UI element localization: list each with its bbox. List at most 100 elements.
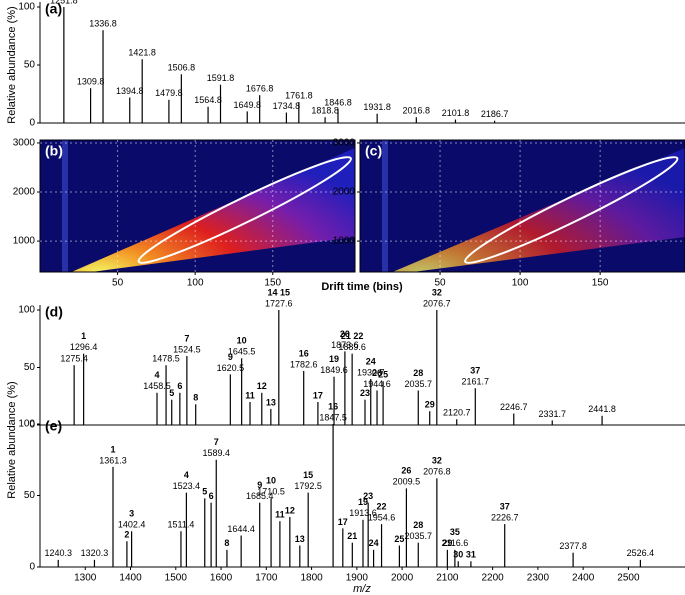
peak-mz-label: 1649.8 <box>233 100 261 110</box>
peak-number: 15 <box>303 470 313 480</box>
peak-number: 8 <box>193 393 198 403</box>
x-tick-label: 1900 <box>346 573 369 584</box>
x-tick-label: 2100 <box>436 573 459 584</box>
peak-mz-label: 1589.4 <box>202 448 230 458</box>
peak-mz-label: 2226.7 <box>491 512 519 522</box>
x-axis-label: Drift time (bins) <box>321 281 403 293</box>
peak-mz-label: 2120.7 <box>443 408 471 418</box>
peak-number: 14 15 <box>268 287 291 297</box>
peak-number: 37 <box>500 501 510 511</box>
peak-mz-label: 1873.6 <box>331 340 359 350</box>
peak-mz-label: 2009.5 <box>393 477 421 487</box>
peak-mz-label: 1644.4 <box>227 524 255 534</box>
peak-mz-label: 2246.7 <box>500 402 528 412</box>
panel-label: (e) <box>45 418 62 434</box>
peak-mz-label: 1818.8 <box>311 106 339 116</box>
x-tick-label: 2300 <box>527 573 550 584</box>
peak-number: 10 <box>237 336 247 346</box>
peak-number: 4 <box>154 370 159 380</box>
peak-number: 2 <box>124 530 129 540</box>
x-tick-label: 100 <box>512 278 529 289</box>
peak-number: 37 <box>470 366 480 376</box>
peak-number: 24 <box>366 356 376 366</box>
selection-ellipse <box>137 156 352 264</box>
peak-number: 13 <box>266 397 276 407</box>
x-tick-label: 1800 <box>300 573 323 584</box>
y-tick-label: 3000 <box>333 138 356 149</box>
peak-mz-label: 1564.8 <box>194 95 222 105</box>
x-tick-label: 2400 <box>572 573 595 584</box>
y-tick-label: 50 <box>24 490 36 501</box>
peak-mz-label: 1954.6 <box>368 512 396 522</box>
peak-number: 32 <box>432 287 442 297</box>
peak-mz-label: 1336.8 <box>89 19 117 29</box>
y-tick-label: 100 <box>18 2 35 13</box>
y-tick-label: 50 <box>24 362 36 373</box>
y-tick-label: 0 <box>29 420 35 431</box>
peak-number: 26 <box>401 466 411 476</box>
peak-number: 17 <box>338 517 348 527</box>
peak-mz-label: 1240.3 <box>44 548 72 558</box>
peak-number: 13 <box>295 534 305 544</box>
x-tick-label: 1400 <box>119 573 142 584</box>
peak-number: 16 <box>299 348 309 358</box>
peak-number: 9 <box>257 480 262 490</box>
peak-number: 23 <box>363 491 373 501</box>
peak-mz-label: 2101.8 <box>442 108 470 118</box>
peak-mz-label: 1710.5 <box>257 487 285 497</box>
peak-mz-label: 2076.7 <box>423 298 451 308</box>
peak-mz-label: 1727.6 <box>265 298 293 308</box>
peak-mz-label: 1320.3 <box>81 548 109 558</box>
peak-number: 29 <box>425 400 435 410</box>
panel-label: (b) <box>45 143 63 159</box>
y-tick-label: 100 <box>18 419 35 430</box>
x-tick-label: 1300 <box>74 573 97 584</box>
peak-mz-label: 1251.8 <box>50 0 78 5</box>
y-tick-label: 2000 <box>333 187 356 198</box>
selection-ellipse <box>464 156 679 264</box>
heatmap-streak <box>382 140 388 272</box>
y-tick-label: 3000 <box>13 138 36 149</box>
x-tick-label: 1600 <box>210 573 233 584</box>
peak-mz-label: 2526.4 <box>627 548 655 558</box>
panel-label: (a) <box>45 1 62 17</box>
peak-mz-label: 1913.6 <box>349 508 377 518</box>
peak-mz-label: 2035.7 <box>404 531 432 541</box>
peak-number: 21 22 <box>341 331 364 341</box>
peak-mz-label: 2076.8 <box>423 467 451 477</box>
peak-mz-label: 1523.4 <box>173 481 201 491</box>
peak-mz-label: 1676.8 <box>246 84 274 94</box>
x-tick-label: 150 <box>264 278 281 289</box>
peak-mz-label: 1478.5 <box>152 354 180 364</box>
peak-number: 28 <box>413 368 423 378</box>
peak-mz-label: 1931.8 <box>363 102 391 112</box>
peak-number: 30 <box>453 550 463 560</box>
peak-mz-label: 1620.5 <box>217 363 245 373</box>
peak-number: 35 <box>450 527 460 537</box>
peak-number: 20 <box>340 329 350 339</box>
peak-mz-label: 1734.8 <box>273 101 301 111</box>
peak-number: 17 <box>313 390 323 400</box>
peak-number: 9 <box>228 352 233 362</box>
peak-mz-label: 1402.4 <box>118 520 146 530</box>
peak-number: 19 <box>329 354 339 364</box>
peak-mz-label: 1511.4 <box>168 520 195 530</box>
peak-mz-label: 1944.6 <box>363 379 391 389</box>
peak-mz-label: 1275.4 <box>60 354 88 364</box>
y-tick-label: 0 <box>29 562 35 573</box>
peak-mz-label: 1846.8 <box>324 97 352 107</box>
peak-number: 1 <box>81 331 86 341</box>
peak-mz-label: 1591.8 <box>207 73 235 83</box>
peak-mz-label: 1685.4 <box>246 491 274 501</box>
peak-number: 8 <box>224 538 229 548</box>
peak-mz-label: 1889.6 <box>338 342 366 352</box>
y-axis-label: Relative abundance (%) <box>6 381 18 498</box>
plot-frame <box>39 139 356 273</box>
peak-mz-label: 1506.8 <box>168 63 196 73</box>
peak-mz-label: 1296.4 <box>70 342 98 352</box>
x-tick-label: 50 <box>112 278 124 289</box>
peak-number: 29 <box>442 538 452 548</box>
peak-number: 24 <box>369 538 379 548</box>
peak-number: 4 <box>184 470 189 480</box>
peak-mz-label: 1782.6 <box>290 359 318 369</box>
